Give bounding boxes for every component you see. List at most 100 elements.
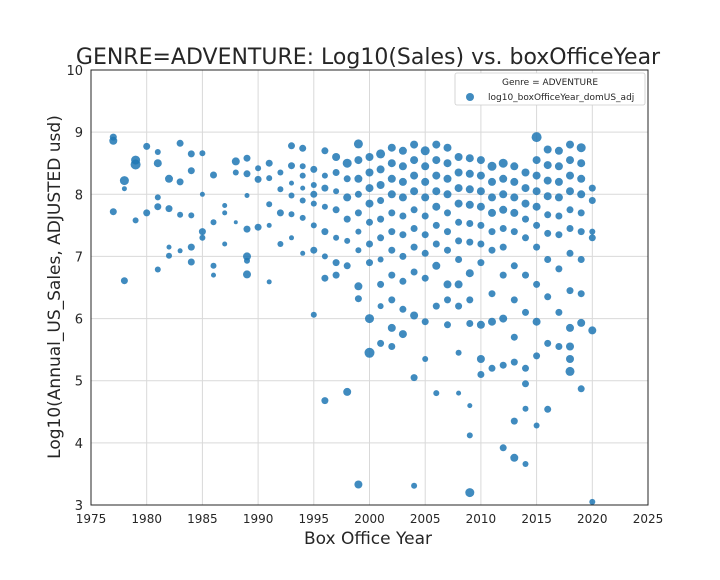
data-point	[577, 209, 585, 217]
y-tick-label: 9	[75, 126, 83, 141]
data-point	[577, 256, 585, 263]
data-point	[310, 182, 317, 188]
data-point	[321, 228, 329, 236]
data-point	[277, 186, 284, 193]
data-point	[387, 159, 396, 168]
data-point	[187, 150, 195, 158]
data-point	[410, 171, 419, 180]
data-point	[488, 177, 496, 186]
data-point	[310, 200, 317, 207]
data-point	[566, 225, 574, 232]
data-point	[444, 296, 451, 304]
y-axis-label: Log10(Annual_US_Sales, ADJUSTED usd)	[45, 115, 65, 459]
data-point	[499, 243, 507, 251]
data-point	[321, 274, 329, 282]
data-point	[410, 206, 418, 214]
data-point	[243, 225, 251, 233]
data-point	[477, 221, 485, 229]
data-point	[255, 165, 262, 172]
data-point	[476, 202, 485, 211]
data-point	[244, 257, 250, 264]
data-point	[388, 271, 396, 279]
data-point	[300, 185, 306, 191]
data-point	[176, 139, 184, 147]
data-point	[566, 355, 574, 363]
data-point	[566, 206, 574, 214]
data-point	[466, 320, 474, 327]
data-point	[222, 203, 228, 208]
data-point	[522, 234, 529, 242]
data-point	[289, 235, 294, 241]
data-point	[566, 171, 574, 180]
data-point	[466, 296, 474, 304]
data-point	[165, 174, 173, 183]
data-point	[467, 403, 473, 409]
data-point	[364, 347, 375, 358]
data-point	[510, 417, 518, 425]
data-point	[310, 222, 317, 229]
data-point	[210, 171, 217, 179]
data-point	[343, 215, 351, 223]
data-point	[288, 211, 295, 218]
data-point	[377, 303, 384, 310]
data-point	[299, 197, 306, 204]
data-point	[410, 311, 419, 320]
data-point	[488, 228, 496, 236]
data-point	[243, 252, 251, 261]
data-point	[577, 290, 585, 298]
data-point	[376, 181, 385, 189]
data-point	[477, 259, 485, 267]
data-point	[522, 461, 529, 467]
data-point	[109, 136, 118, 145]
data-point	[543, 176, 552, 185]
data-point	[476, 171, 485, 180]
data-point	[165, 205, 173, 213]
data-point	[476, 320, 485, 329]
data-point	[343, 175, 351, 183]
x-tick-label: 2010	[466, 512, 497, 526]
data-point	[421, 318, 429, 326]
data-point	[588, 326, 597, 335]
data-point	[465, 200, 474, 209]
data-point	[532, 171, 541, 180]
data-point	[522, 215, 529, 223]
data-point	[365, 199, 374, 208]
data-point	[432, 187, 441, 196]
data-point	[544, 405, 552, 413]
data-point	[266, 201, 273, 208]
data-point	[454, 153, 463, 161]
data-point	[499, 444, 507, 452]
data-point	[443, 280, 452, 289]
data-point	[399, 277, 407, 285]
data-point	[533, 352, 541, 360]
data-point	[299, 214, 306, 221]
data-point	[366, 259, 373, 267]
data-points	[109, 132, 597, 505]
data-point	[121, 186, 127, 192]
data-point	[476, 187, 485, 196]
data-point	[421, 177, 430, 186]
y-tick-label: 7	[75, 250, 83, 265]
data-point	[388, 228, 396, 236]
data-point	[454, 280, 463, 289]
data-point	[376, 165, 385, 174]
data-point	[199, 150, 206, 157]
x-tick-label: 1980	[131, 512, 162, 526]
data-point	[443, 190, 452, 199]
data-point	[531, 132, 542, 143]
data-point	[499, 271, 507, 279]
data-point	[353, 139, 363, 149]
x-tick-label: 2020	[577, 512, 608, 526]
data-point	[465, 154, 474, 163]
data-point	[187, 258, 195, 266]
data-point	[488, 364, 496, 372]
y-tick-label: 10	[66, 64, 83, 79]
data-point	[321, 147, 329, 155]
data-point	[387, 323, 396, 332]
data-point	[499, 190, 508, 199]
data-point	[321, 203, 328, 210]
data-point	[410, 374, 418, 382]
data-point	[510, 177, 519, 186]
data-point	[399, 212, 407, 220]
data-point	[377, 234, 385, 242]
